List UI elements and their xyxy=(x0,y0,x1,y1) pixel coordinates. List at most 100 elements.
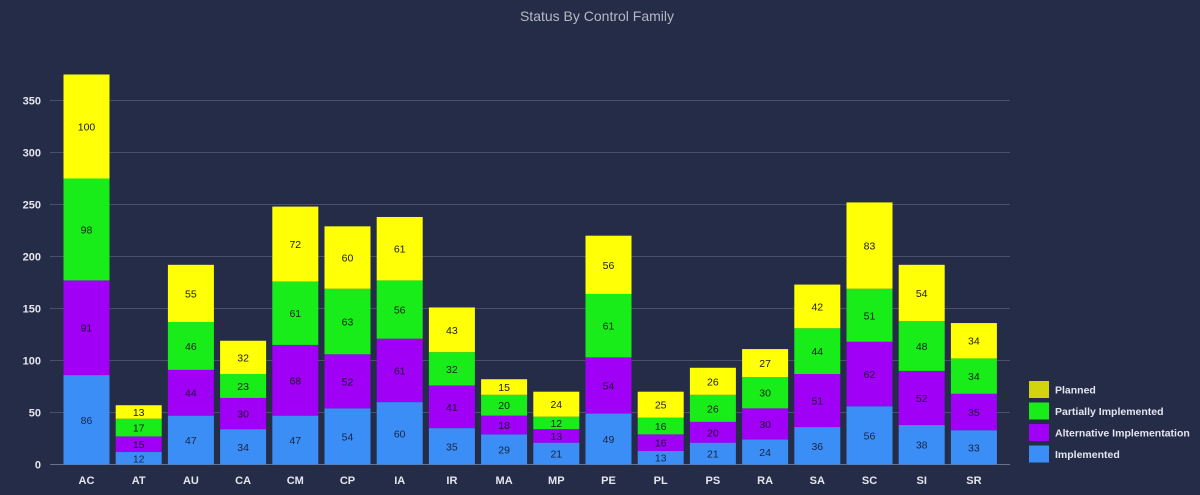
bar-segment xyxy=(898,370,945,425)
data-label: 54 xyxy=(342,431,354,443)
bar-stack-at: 12 15 17 13 xyxy=(115,405,162,465)
y-tick-label: 100 xyxy=(23,356,41,368)
data-label: 38 xyxy=(916,440,928,452)
data-label: 42 xyxy=(811,301,823,313)
legend-item: Partially Implemented xyxy=(1029,402,1164,420)
data-label: 13 xyxy=(550,431,562,443)
bar-segment xyxy=(428,307,475,353)
data-label: 17 xyxy=(133,423,145,435)
data-label: 43 xyxy=(446,325,458,337)
bar-segment xyxy=(428,352,475,386)
x-tick-label: PS xyxy=(706,475,721,487)
data-label: 26 xyxy=(707,403,719,415)
data-label: 30 xyxy=(237,409,249,421)
bar-stack-ps: 21 20 26 26 xyxy=(689,367,736,465)
data-label: 72 xyxy=(289,239,301,251)
data-label: 33 xyxy=(968,442,980,454)
bar-segment xyxy=(742,439,789,465)
bar-segment xyxy=(167,415,214,465)
data-label: 63 xyxy=(342,317,354,329)
bar-segment xyxy=(115,436,162,453)
x-tick-label: RA xyxy=(757,475,773,487)
data-label: 62 xyxy=(864,369,876,381)
bar-segment xyxy=(481,379,528,395)
data-label: 30 xyxy=(759,419,771,431)
data-label: 41 xyxy=(446,402,458,414)
bar-segment xyxy=(585,413,632,465)
data-label: 61 xyxy=(603,321,615,333)
data-label: 56 xyxy=(394,305,406,317)
bar-segment xyxy=(742,377,789,409)
legend-swatch xyxy=(1029,445,1049,463)
x-tick-label: AT xyxy=(132,475,146,487)
chart-title: Status By Control Family xyxy=(520,8,674,24)
x-tick-label: CM xyxy=(287,475,304,487)
bar-stack-si: 38 52 48 54 xyxy=(898,264,945,465)
data-label: 46 xyxy=(185,341,197,353)
bar-segment xyxy=(167,369,214,416)
bar-segment xyxy=(63,375,110,465)
bar-segment xyxy=(533,429,580,443)
data-label: 20 xyxy=(498,400,510,412)
bar-stack-ra: 24 30 30 27 xyxy=(742,349,789,465)
x-tick-label: MP xyxy=(548,475,565,487)
bar-stack-cm: 47 68 61 72 xyxy=(272,206,319,465)
bar-stack-ia: 60 61 56 61 xyxy=(376,216,423,465)
bar-segment xyxy=(115,418,162,437)
legend: Planned Partially Implemented Alternative … xyxy=(1029,381,1190,463)
data-label: 44 xyxy=(811,346,823,358)
bar-segment xyxy=(376,216,423,281)
bar-segment xyxy=(272,415,319,465)
bar-segment xyxy=(272,206,319,282)
legend-label: Partially Implemented xyxy=(1055,406,1164,418)
y-tick-label: 0 xyxy=(35,460,41,472)
bar-stack-sc: 56 62 51 83 xyxy=(846,202,893,465)
bar-segment xyxy=(63,178,110,281)
data-label: 61 xyxy=(394,244,406,256)
bar-segment xyxy=(167,322,214,370)
data-label: 25 xyxy=(655,400,667,412)
data-label: 34 xyxy=(968,371,980,383)
bar-segment xyxy=(637,417,684,435)
bar-segment xyxy=(220,374,267,398)
data-label: 15 xyxy=(133,439,145,451)
bar-segment xyxy=(846,341,893,407)
x-tick-label: SR xyxy=(966,475,981,487)
bar-segment xyxy=(846,288,893,342)
legend-item: Implemented xyxy=(1029,445,1120,463)
bar-segment xyxy=(481,415,528,435)
bar-segment xyxy=(376,338,423,403)
data-label: 60 xyxy=(394,428,406,440)
legend-label: Alternative Implementation xyxy=(1055,428,1190,440)
y-tick-label: 250 xyxy=(23,200,41,212)
bar-segment xyxy=(950,358,997,394)
bar-segment xyxy=(585,357,632,414)
bar-segment xyxy=(794,328,841,375)
x-tick-label: IR xyxy=(446,475,457,487)
data-label: 13 xyxy=(655,453,667,465)
bar-segment xyxy=(63,74,110,179)
legend-label: Planned xyxy=(1055,385,1096,397)
data-label: 21 xyxy=(707,449,719,461)
x-tick-label: AU xyxy=(183,475,199,487)
bar-segment xyxy=(846,202,893,289)
data-label: 52 xyxy=(342,376,354,388)
x-tick-label: MA xyxy=(496,475,513,487)
bar-segment xyxy=(742,408,789,440)
bar-segment xyxy=(324,288,371,355)
data-label: 61 xyxy=(394,365,406,377)
data-label: 56 xyxy=(603,260,615,272)
bar-segment xyxy=(428,428,475,465)
bar-stack-pl: 13 16 16 25 xyxy=(637,391,684,465)
bar-segment xyxy=(898,424,945,465)
data-label: 32 xyxy=(237,352,249,364)
bar-segment xyxy=(481,394,528,416)
bar-segment xyxy=(585,235,632,294)
data-label: 48 xyxy=(916,341,928,353)
y-tick-label: 50 xyxy=(29,408,41,420)
bar-segment xyxy=(794,284,841,329)
bar-stack-ac: 86 91 98 100 xyxy=(63,74,110,465)
x-tick-label: IA xyxy=(394,475,405,487)
